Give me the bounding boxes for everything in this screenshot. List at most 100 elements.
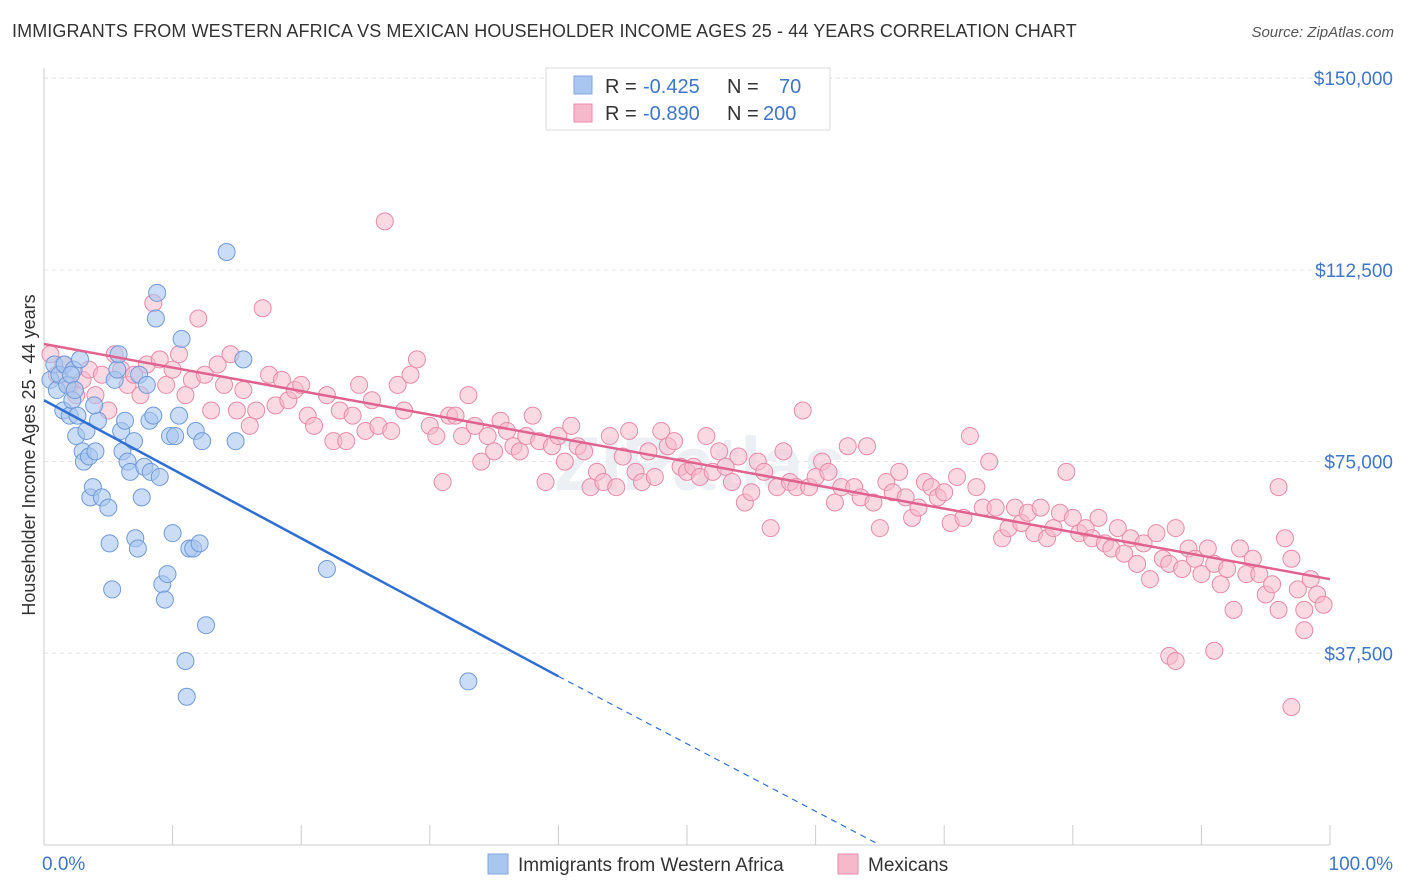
western-africa-point-54 — [176, 651, 195, 670]
mexicans-point-144 — [980, 452, 999, 471]
mexicans-point-115 — [793, 401, 812, 420]
mexicans-point-45 — [337, 432, 356, 451]
western-africa-point-59 — [190, 534, 209, 553]
mexicans-point-25 — [202, 401, 221, 420]
mexicans-point-170 — [1147, 524, 1166, 543]
mexicans-point-193 — [1295, 621, 1314, 640]
western-africa-point-62 — [217, 243, 236, 262]
mexicans-point-78 — [555, 452, 574, 471]
mexicans-point-93 — [652, 421, 671, 440]
western-africa-point-66 — [459, 672, 478, 691]
bottom-legend-label-pink: Mexicans — [868, 855, 948, 876]
mexicans-point-173 — [1166, 519, 1185, 538]
western-africa-point-30 — [116, 411, 135, 430]
mexicans-point-142 — [967, 478, 986, 497]
mexicans-point-18 — [157, 375, 176, 394]
mexicans-point-88 — [620, 421, 639, 440]
legend-r-label-1: R = — [605, 76, 637, 98]
western-africa-point-27 — [109, 345, 128, 364]
mexicans-point-180 — [1211, 575, 1230, 594]
mexicans-point-200 — [1269, 478, 1288, 497]
mexicans-point-41 — [305, 416, 324, 435]
western-africa-trend-extension — [558, 675, 881, 846]
mexicans-point-202 — [1282, 697, 1301, 716]
western-africa-point-26 — [108, 360, 127, 379]
mexicans-point-188 — [1263, 575, 1282, 594]
western-africa-point-42 — [144, 406, 163, 425]
western-africa-point-53 — [172, 329, 191, 348]
mexicans-point-20 — [170, 345, 189, 364]
western-africa-point-44 — [148, 283, 167, 302]
mexicans-point-152 — [1031, 498, 1050, 517]
top-legend-box — [545, 67, 831, 131]
mexicans-point-86 — [607, 478, 626, 497]
mexicans-point-120 — [825, 493, 844, 512]
mexicans-point-59 — [433, 473, 452, 492]
western-africa-point-60 — [193, 432, 212, 451]
mexicans-point-105 — [729, 447, 748, 466]
trend-lines — [43, 342, 1331, 846]
x-ticks — [43, 825, 1331, 845]
mexicans-point-174 — [1173, 559, 1192, 578]
western-africa-point-43 — [146, 309, 165, 328]
mexicans-point-102 — [710, 442, 729, 461]
legend-swatch-blue — [573, 75, 593, 95]
mexicans-point-119 — [819, 462, 838, 481]
mexicans-point-31 — [240, 416, 259, 435]
mexicans-point-73 — [523, 406, 542, 425]
mexicans-point-87 — [613, 447, 632, 466]
top-legend: R = -0.425 N = 70 R = -0.890 N = 200 — [545, 67, 831, 131]
legend-n-value-2: 200 — [763, 103, 796, 125]
mexicans-point-169 — [1140, 570, 1159, 589]
legend-n-label-1: N = — [727, 76, 759, 98]
legend-swatch-pink — [573, 103, 593, 123]
western-africa-point-69 — [85, 396, 104, 415]
mexicans-point-139 — [948, 467, 967, 486]
mexicans-point-23 — [189, 309, 208, 328]
mexicans-point-196 — [1314, 595, 1333, 614]
legend-r-label-2: R = — [605, 103, 637, 125]
bottom-legend-swatch-pink — [837, 853, 859, 875]
mexicans-points — [41, 212, 1333, 716]
western-africa-point-22 — [99, 498, 118, 517]
mexicans-point-100 — [697, 427, 716, 446]
mexicans-point-26 — [208, 355, 227, 374]
mexicans-point-201 — [1295, 600, 1314, 619]
mexicans-point-198 — [1166, 651, 1185, 670]
western-africa-point-23 — [100, 534, 119, 553]
legend-r-value-1: -0.425 — [643, 76, 700, 98]
mexicans-point-53 — [388, 375, 407, 394]
y-tick-label-1: $75,000 — [1324, 453, 1393, 474]
mexicans-point-190 — [1275, 529, 1294, 548]
mexicans-point-126 — [864, 493, 883, 512]
y-tick-label-0: $37,500 — [1324, 644, 1393, 665]
bottom-legend: Immigrants from Western Africa Mexicans — [487, 853, 948, 876]
western-africa-point-52 — [170, 406, 189, 425]
mexicans-point-56 — [407, 350, 426, 369]
mexicans-point-185 — [1243, 549, 1262, 568]
mexicans-point-30 — [234, 381, 253, 400]
western-africa-point-19 — [86, 442, 105, 461]
western-africa-point-48 — [158, 565, 177, 584]
mexicans-point-194 — [1301, 570, 1320, 589]
y-axis-title: Householder Income Ages 25 - 44 years — [19, 294, 39, 615]
mexicans-point-85 — [600, 427, 619, 446]
mexicans-point-137 — [935, 483, 954, 502]
mexicans-point-178 — [1198, 539, 1217, 558]
mexicans-point-110 — [761, 519, 780, 538]
mexicans-point-165 — [1115, 544, 1134, 563]
western-africa-point-61 — [197, 616, 216, 635]
mexicans-point-127 — [870, 519, 889, 538]
mexicans-point-167 — [1128, 554, 1147, 573]
mexicans-point-157 — [1063, 508, 1082, 527]
mexicans-point-91 — [639, 442, 658, 461]
mexicans-point-81 — [575, 442, 594, 461]
western-africa-point-35 — [128, 539, 147, 558]
mexicans-point-191 — [1282, 549, 1301, 568]
western-africa-point-47 — [155, 590, 174, 609]
chart-title: IMMIGRANTS FROM WESTERN AFRICA VS MEXICA… — [12, 21, 1077, 41]
bottom-legend-label-blue: Immigrants from Western Africa — [518, 855, 784, 876]
mexicans-point-67 — [485, 442, 504, 461]
y-tick-label-2: $112,500 — [1315, 261, 1393, 282]
